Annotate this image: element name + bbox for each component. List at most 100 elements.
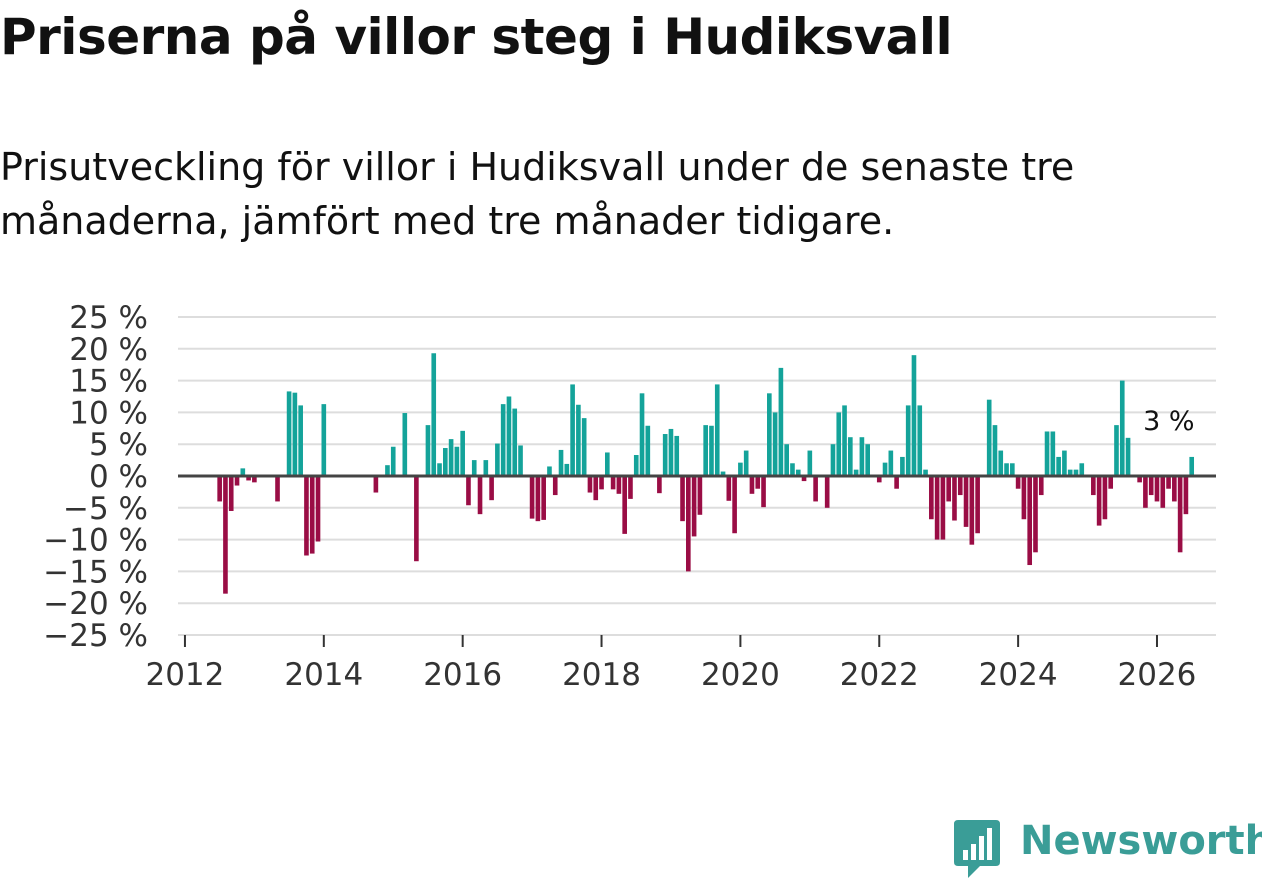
bar bbox=[286, 391, 292, 476]
x-tick-label: 2012 bbox=[145, 657, 224, 693]
bar bbox=[541, 476, 546, 520]
bar bbox=[686, 476, 691, 572]
bar bbox=[535, 476, 541, 522]
bar bbox=[761, 476, 766, 508]
bar bbox=[292, 392, 298, 476]
bar bbox=[749, 476, 755, 494]
bar bbox=[807, 450, 813, 476]
bar bbox=[940, 476, 946, 540]
bar bbox=[483, 460, 489, 476]
bar bbox=[801, 476, 807, 482]
bar bbox=[998, 450, 1004, 476]
y-tick-label: −25 % bbox=[43, 618, 148, 654]
bar bbox=[772, 412, 778, 476]
bar bbox=[448, 439, 454, 476]
bar bbox=[1143, 476, 1148, 508]
bar bbox=[471, 460, 477, 476]
bar bbox=[321, 404, 327, 476]
bar bbox=[929, 476, 934, 520]
x-tick-label: 2014 bbox=[284, 657, 363, 693]
bar bbox=[1172, 476, 1177, 502]
bar bbox=[755, 476, 761, 489]
bar bbox=[657, 476, 662, 494]
bar bbox=[1148, 476, 1154, 496]
bar bbox=[275, 476, 280, 502]
bar bbox=[813, 476, 818, 502]
bar bbox=[437, 463, 442, 476]
bar bbox=[1038, 476, 1044, 496]
bar bbox=[680, 476, 685, 522]
bar bbox=[1154, 476, 1160, 502]
bar bbox=[726, 476, 732, 501]
bar bbox=[581, 418, 587, 476]
x-tick-label: 2018 bbox=[562, 657, 641, 693]
bar bbox=[466, 476, 471, 506]
bar bbox=[691, 476, 697, 537]
labels: 25 %20 %15 %10 %5 %0 %−5 %−10 %−15 %−20 … bbox=[43, 300, 1196, 693]
bar bbox=[859, 437, 865, 476]
bar bbox=[911, 355, 917, 476]
y-tick-label: 5 % bbox=[89, 427, 148, 463]
chart-title: Priserna på villor steg i Hudiksvall bbox=[0, 8, 953, 66]
bar bbox=[1033, 476, 1038, 553]
bar bbox=[1056, 456, 1061, 476]
bar bbox=[992, 425, 998, 476]
bar bbox=[460, 430, 465, 476]
bar bbox=[1091, 476, 1096, 496]
bar bbox=[529, 476, 535, 519]
bar bbox=[1067, 469, 1073, 476]
bar bbox=[952, 476, 957, 521]
brand-logo: Newsworthy bbox=[950, 818, 1262, 878]
bar bbox=[599, 476, 604, 490]
bar bbox=[576, 404, 581, 476]
bar bbox=[622, 476, 627, 534]
x-tick-label: 2026 bbox=[1118, 657, 1197, 693]
x-tick-label: 2024 bbox=[979, 657, 1058, 693]
bar bbox=[309, 476, 315, 554]
bar bbox=[732, 476, 737, 534]
bar bbox=[431, 353, 437, 476]
y-tick-label: −10 % bbox=[43, 523, 148, 559]
bar bbox=[570, 384, 575, 476]
bar bbox=[934, 476, 940, 540]
bar bbox=[703, 425, 708, 476]
bar bbox=[512, 408, 518, 476]
bar bbox=[778, 367, 784, 476]
bar bbox=[795, 469, 801, 476]
bar bbox=[1010, 463, 1015, 476]
bar bbox=[477, 476, 483, 515]
bar bbox=[506, 396, 512, 476]
bar bbox=[894, 476, 899, 489]
bar bbox=[1108, 476, 1114, 489]
bar bbox=[390, 446, 396, 476]
bar bbox=[373, 476, 379, 493]
bar bbox=[986, 399, 992, 476]
bar bbox=[1137, 476, 1142, 483]
bar bbox=[1102, 476, 1108, 520]
bar bbox=[442, 448, 448, 476]
bar bbox=[616, 476, 622, 494]
bar bbox=[1044, 431, 1050, 476]
bar bbox=[1119, 380, 1125, 476]
bar bbox=[824, 476, 830, 508]
bar bbox=[975, 476, 980, 534]
bar bbox=[645, 425, 651, 476]
bar bbox=[425, 425, 431, 476]
bar bbox=[876, 476, 882, 483]
bar bbox=[454, 446, 460, 476]
bar bbox=[605, 452, 610, 476]
y-tick-label: 10 % bbox=[69, 395, 148, 431]
bar bbox=[246, 476, 251, 481]
bar bbox=[767, 393, 772, 476]
bar bbox=[228, 476, 234, 511]
bar bbox=[662, 434, 668, 476]
y-tick-label: 20 % bbox=[69, 332, 148, 368]
bar bbox=[414, 476, 419, 562]
bar bbox=[252, 476, 257, 483]
bar bbox=[957, 476, 963, 496]
y-tick-label: 0 % bbox=[89, 459, 148, 495]
bar bbox=[518, 445, 523, 476]
bar bbox=[836, 412, 842, 476]
bar bbox=[784, 444, 789, 476]
y-tick-label: −20 % bbox=[43, 586, 148, 622]
